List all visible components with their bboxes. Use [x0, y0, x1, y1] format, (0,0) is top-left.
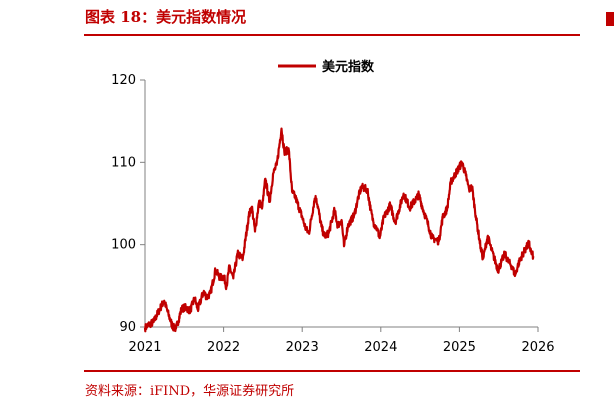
tick-labels: 90 100 110 120 2021 2022 2023 2024 2025 2026	[111, 73, 554, 355]
adjacent-panel-edge	[606, 12, 614, 26]
x-tick-label: 2021	[128, 340, 161, 355]
x-tick-label: 2023	[286, 340, 319, 355]
x-tick-label: 2022	[207, 340, 240, 355]
legend: 美元指数	[278, 59, 375, 75]
x-tick-label: 2025	[443, 340, 476, 355]
axes	[140, 79, 539, 332]
x-tick-label: 2026	[521, 340, 554, 355]
legend-label: 美元指数	[322, 59, 375, 75]
y-tick-label: 100	[111, 238, 136, 253]
source-note: 资料来源：iFIND，华源证券研究所	[85, 384, 295, 399]
y-tick-label: 110	[111, 155, 136, 170]
series-line-dollar-index	[143, 127, 535, 333]
source-divider	[84, 370, 580, 372]
y-tick-label: 90	[119, 320, 136, 335]
title-divider	[84, 34, 580, 36]
figure-title: 图表 18：美元指数情况	[85, 8, 247, 26]
x-tick-label: 2024	[364, 340, 397, 355]
y-tick-label: 120	[111, 73, 136, 88]
